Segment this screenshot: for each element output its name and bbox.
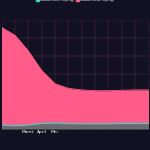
Legend: Gabah 2023 (Rp/Kg), Gabah 2024 (Rp/Kg): Gabah 2023 (Rp/Kg), Gabah 2024 (Rp/Kg): [34, 0, 116, 4]
